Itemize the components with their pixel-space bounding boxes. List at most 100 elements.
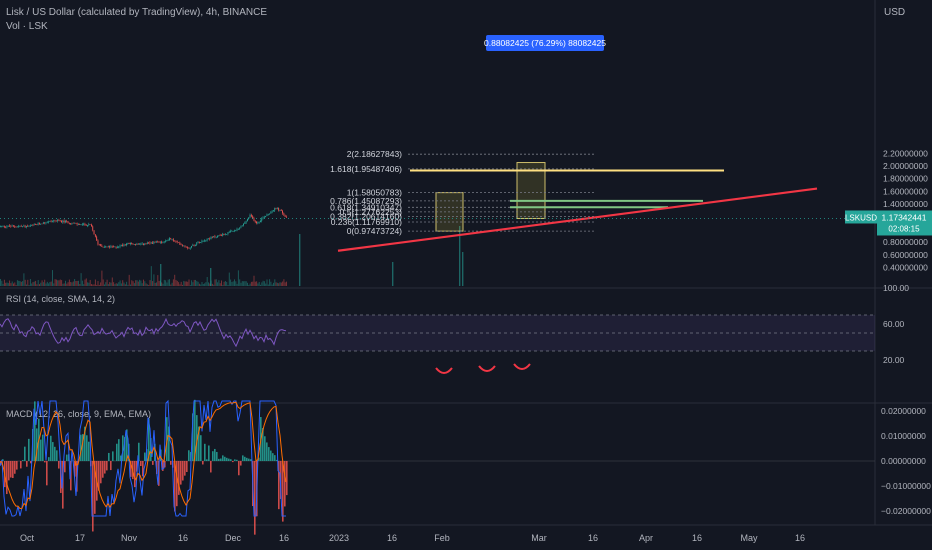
candle — [24, 225, 26, 227]
candle — [74, 223, 75, 224]
rsi-line — [0, 317, 287, 348]
candle — [66, 221, 68, 222]
rsi-tick-label: 100.00 — [883, 283, 909, 293]
candle — [253, 218, 255, 221]
volume-bar — [234, 279, 235, 286]
candle — [226, 234, 228, 235]
volume-bar — [198, 283, 200, 286]
candle — [53, 220, 55, 222]
volume-bar — [162, 283, 164, 286]
volume-bar — [241, 281, 243, 286]
candle — [205, 240, 207, 241]
volume-bar — [80, 273, 82, 286]
candle — [50, 220, 52, 222]
volume-bar — [35, 280, 37, 286]
volume-bar — [68, 279, 70, 286]
candle — [118, 246, 120, 248]
volume-bar — [98, 284, 100, 286]
volume-bar — [279, 282, 281, 286]
volume-bar — [54, 279, 56, 286]
volume-bar — [219, 283, 221, 286]
candle — [130, 243, 131, 244]
candle — [219, 235, 221, 236]
volume-bar — [263, 281, 265, 286]
volume-bar — [153, 274, 155, 286]
candle — [26, 225, 27, 227]
candle — [209, 238, 211, 240]
volume-bar — [105, 282, 107, 286]
volume-bar — [209, 283, 211, 286]
volume-bar — [188, 279, 190, 286]
volume-bar — [213, 284, 215, 286]
volume-bar — [284, 282, 286, 286]
candle — [145, 243, 147, 245]
volume-bar — [118, 282, 120, 286]
candle — [206, 239, 208, 241]
candle — [149, 242, 151, 244]
volume-bar — [13, 283, 14, 286]
volume-bar — [119, 280, 121, 286]
volume-bar — [33, 281, 35, 286]
volume-bar — [39, 284, 40, 286]
macd-histogram-bar — [46, 461, 48, 486]
candle — [40, 223, 42, 225]
candle — [159, 241, 161, 243]
candle — [76, 223, 78, 225]
candle — [9, 225, 10, 227]
macd-histogram-bar — [242, 455, 244, 461]
macd-histogram-bar — [212, 451, 214, 461]
macd-histogram-bar — [144, 452, 146, 461]
candle — [67, 221, 69, 224]
volume-bar — [236, 283, 238, 286]
candle — [269, 213, 270, 215]
fib-level-label: 0.382(1.20614160) — [330, 211, 402, 221]
candle — [126, 243, 127, 246]
volume-bar — [5, 282, 7, 286]
volume-spike — [160, 264, 162, 286]
macd-tick-label: 0.02000000 — [881, 406, 926, 416]
candle — [162, 242, 164, 243]
macd-histogram-bar — [236, 459, 238, 461]
volume-bar — [132, 281, 134, 286]
candle — [286, 216, 287, 218]
fib-level-label: 0.5(1.27762253) — [340, 207, 403, 217]
candle — [111, 246, 113, 248]
volume-bar — [261, 282, 263, 286]
candle — [27, 225, 29, 227]
volume-spike — [392, 262, 394, 286]
volume-bar — [87, 282, 89, 286]
macd-signal-line — [0, 401, 287, 510]
candle — [262, 217, 264, 219]
volume-bar — [156, 282, 157, 286]
candle — [273, 210, 274, 212]
volume-bar — [150, 266, 152, 286]
macd-histogram-bar — [116, 443, 118, 461]
fib-level-label: 0.786(1.45087293) — [330, 196, 402, 206]
candle — [137, 244, 139, 245]
candle — [70, 223, 72, 224]
volume-bar — [243, 281, 245, 286]
macd-histogram-bar — [134, 461, 136, 488]
volume-bar — [215, 279, 217, 286]
candle — [32, 225, 34, 226]
macd-histogram-bar — [166, 417, 168, 461]
macd-tick-label: −0.02000000 — [881, 506, 931, 516]
candle — [201, 240, 203, 243]
macd-histogram-bar — [28, 438, 30, 461]
candle — [248, 217, 250, 219]
macd-histogram-bar — [124, 437, 126, 461]
candle — [187, 247, 189, 249]
volume-bar — [214, 279, 216, 286]
volume-bar — [161, 282, 163, 286]
volume-bar — [127, 284, 129, 286]
macd-histogram-bar — [230, 459, 232, 461]
volume-bar — [62, 283, 64, 286]
volume-bar — [66, 283, 68, 286]
candle — [243, 223, 244, 226]
candle — [120, 244, 122, 246]
candle — [45, 222, 47, 224]
volume-bar — [128, 274, 130, 286]
macd-histogram-bar — [196, 415, 198, 461]
macd-histogram-bar — [184, 461, 186, 476]
